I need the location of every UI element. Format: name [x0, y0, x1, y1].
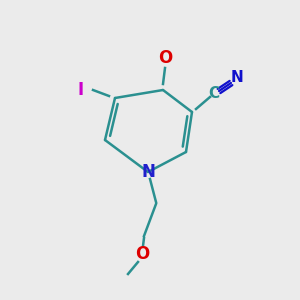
Text: N: N	[141, 163, 155, 181]
Text: C: C	[208, 86, 220, 101]
Text: I: I	[78, 81, 84, 99]
Text: O: O	[158, 49, 172, 67]
Text: O: O	[135, 245, 149, 263]
Text: N: N	[231, 70, 243, 86]
